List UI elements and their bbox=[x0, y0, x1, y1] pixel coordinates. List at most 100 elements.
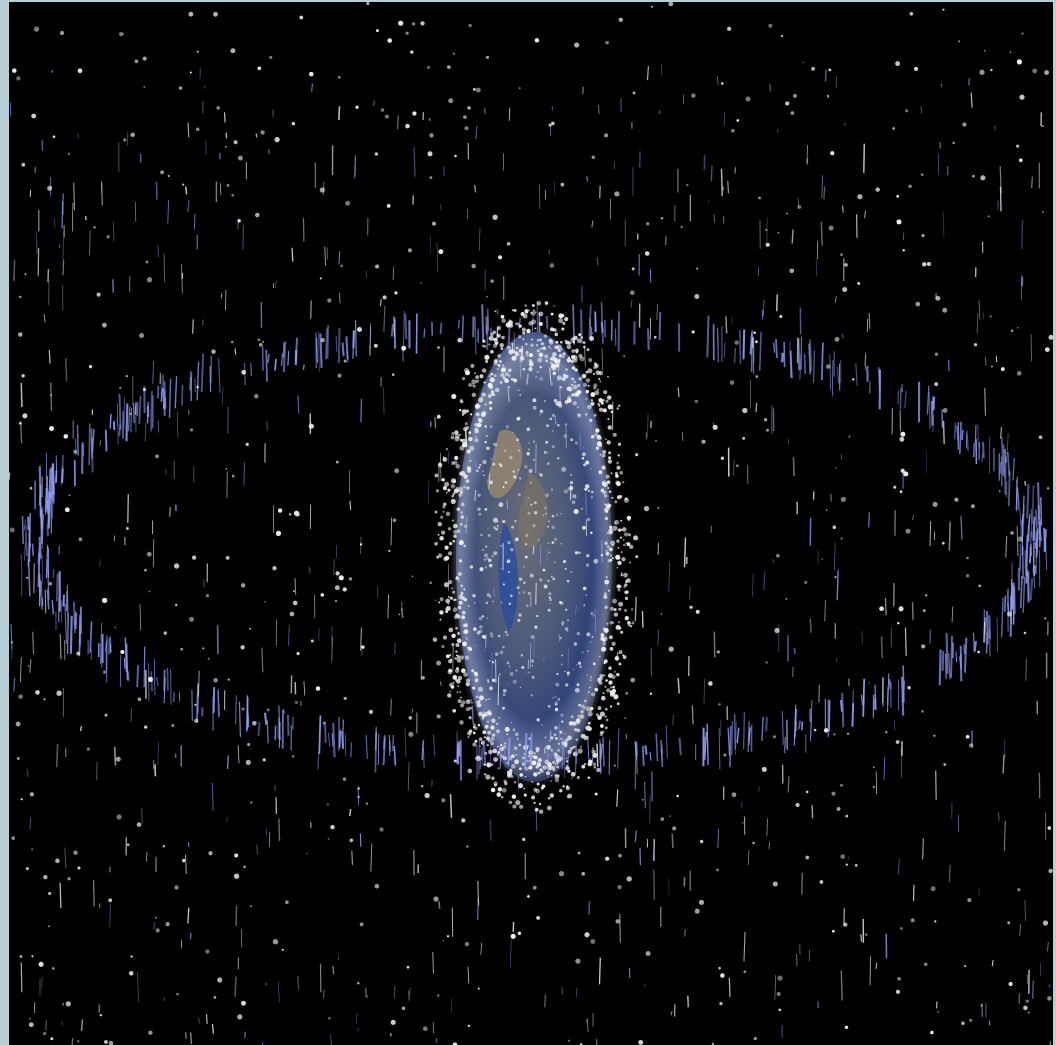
ring-debris-streak bbox=[499, 747, 502, 770]
debris-dot bbox=[902, 249, 905, 252]
shell-debris bbox=[553, 305, 555, 307]
debris-streak bbox=[294, 578, 297, 595]
shell-debris bbox=[566, 630, 569, 633]
ring-debris-streak bbox=[803, 353, 807, 375]
debris-dot bbox=[482, 459, 487, 465]
shell-debris bbox=[565, 423, 568, 426]
shell-debris bbox=[525, 543, 528, 546]
ring-debris-streak bbox=[617, 727, 620, 769]
shell-debris bbox=[605, 707, 608, 711]
ring-debris-streak bbox=[31, 543, 35, 556]
shell-debris bbox=[563, 434, 567, 438]
debris-dot bbox=[831, 791, 836, 796]
shell-debris bbox=[537, 538, 540, 541]
debris-dot bbox=[930, 1030, 934, 1035]
shell-debris bbox=[531, 311, 536, 316]
debris-dot bbox=[517, 931, 522, 935]
ring-debris-streak bbox=[718, 727, 721, 770]
shell-debris bbox=[478, 695, 484, 701]
debris-dot bbox=[28, 1022, 34, 1028]
ring-debris-streak bbox=[758, 331, 762, 371]
debris-dot bbox=[361, 645, 365, 649]
debris-dot bbox=[27, 665, 30, 667]
debris-dot bbox=[905, 109, 909, 113]
debris-dot bbox=[368, 709, 374, 715]
shell-debris bbox=[635, 555, 639, 559]
debris-dot bbox=[320, 338, 325, 343]
shell-debris bbox=[609, 647, 614, 651]
ring-debris-streak bbox=[55, 573, 59, 602]
debris-streak bbox=[155, 181, 158, 200]
ring-debris-streak bbox=[404, 313, 408, 340]
shell-debris bbox=[601, 465, 606, 470]
debris-dot bbox=[805, 790, 809, 794]
shell-debris bbox=[495, 527, 499, 531]
shell-debris bbox=[602, 641, 606, 646]
shell-debris bbox=[488, 343, 491, 346]
debris-streak bbox=[96, 761, 98, 781]
debris-dot bbox=[449, 596, 454, 600]
debris-dot bbox=[205, 594, 210, 598]
shell-debris bbox=[439, 597, 444, 602]
shell-debris bbox=[527, 448, 531, 451]
debris-dot bbox=[241, 369, 247, 375]
shell-debris bbox=[549, 327, 554, 332]
debris-dot bbox=[296, 651, 300, 656]
shell-debris bbox=[544, 301, 549, 305]
ring-debris-streak bbox=[132, 403, 135, 424]
ring-debris-streak bbox=[851, 703, 855, 727]
debris-dot bbox=[42, 1031, 47, 1036]
debris-dot bbox=[742, 437, 746, 440]
shell-debris bbox=[613, 670, 616, 673]
earth-halo bbox=[450, 325, 618, 789]
debris-dot bbox=[900, 431, 906, 437]
ring-debris-streak bbox=[69, 615, 73, 654]
shell-debris bbox=[561, 377, 566, 381]
shell-debris bbox=[547, 608, 551, 612]
shell-debris bbox=[549, 598, 552, 601]
debris-dot bbox=[668, 646, 674, 652]
debris-dot bbox=[486, 557, 489, 560]
debris-dot bbox=[828, 225, 834, 231]
ring-debris-streak bbox=[966, 433, 969, 451]
debris-streak bbox=[127, 494, 129, 523]
debris-streak bbox=[775, 294, 779, 312]
debris-dot bbox=[165, 921, 170, 927]
shell-debris bbox=[609, 606, 614, 611]
debris-dot bbox=[942, 307, 948, 313]
shell-debris bbox=[518, 613, 522, 617]
debris-dot bbox=[729, 380, 735, 385]
shell-debris bbox=[484, 354, 490, 360]
shell-debris bbox=[553, 357, 558, 362]
ring-debris-streak bbox=[247, 708, 250, 728]
shell-debris bbox=[478, 418, 483, 423]
debris-streak bbox=[429, 235, 432, 255]
debris-streak bbox=[677, 387, 680, 397]
ring-debris-streak bbox=[338, 729, 342, 748]
debris-dot bbox=[247, 742, 251, 747]
shell-debris bbox=[597, 388, 599, 391]
ring-debris-streak bbox=[938, 649, 942, 686]
shell-debris bbox=[526, 311, 529, 314]
shell-debris bbox=[442, 505, 446, 509]
shell-debris bbox=[529, 573, 534, 578]
debris-streak bbox=[574, 604, 577, 615]
shell-debris bbox=[516, 417, 520, 421]
ring-debris-streak bbox=[647, 328, 650, 351]
debris-dot bbox=[405, 31, 409, 35]
shell-debris bbox=[472, 384, 475, 387]
debris-streak bbox=[369, 346, 372, 356]
shell-debris bbox=[539, 473, 543, 477]
shell-debris bbox=[461, 700, 466, 705]
shell-debris bbox=[493, 783, 498, 787]
shell-debris bbox=[487, 558, 492, 563]
debris-streak bbox=[840, 454, 843, 460]
debris-streak bbox=[99, 559, 101, 567]
shell-debris bbox=[538, 352, 544, 358]
ring-debris-streak bbox=[1034, 509, 1039, 534]
debris-dot bbox=[627, 623, 632, 627]
debris-streak bbox=[59, 633, 62, 660]
debris-streak bbox=[438, 461, 440, 482]
debris-dot bbox=[447, 669, 453, 675]
debris-dot bbox=[536, 915, 541, 920]
